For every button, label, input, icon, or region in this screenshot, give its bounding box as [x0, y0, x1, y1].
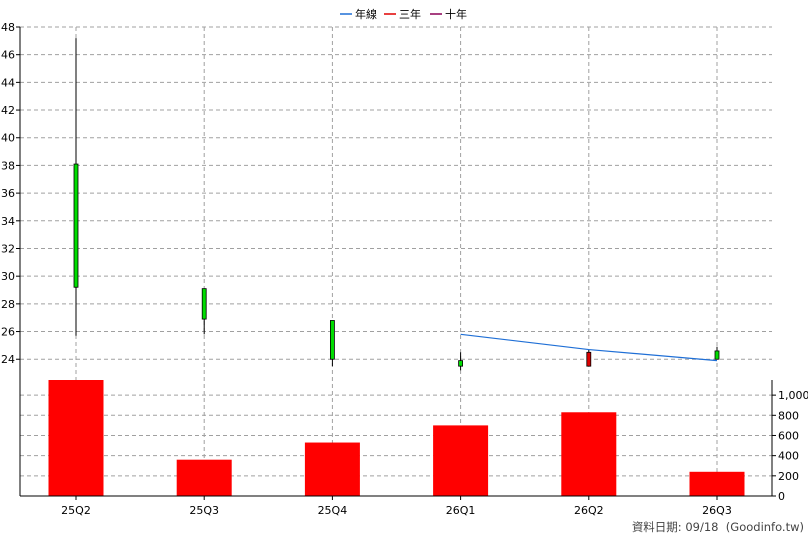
legend-label-annual: 年線 — [355, 7, 377, 21]
volume-gridlines — [20, 394, 772, 477]
price-tick-label: 40 — [1, 132, 15, 145]
price-tick-label: 26 — [1, 326, 15, 339]
price-tick-label: 24 — [1, 353, 15, 366]
price-tick-label: 28 — [1, 298, 15, 311]
price-tick-label: 32 — [1, 242, 15, 255]
plot-frame — [19, 27, 773, 497]
volume-bar — [304, 442, 360, 496]
legend-label-three-year: 三年 — [399, 7, 421, 21]
legend-item-three-year: 三年 — [384, 7, 421, 21]
price-tick-label: 36 — [1, 187, 15, 200]
volume-bars — [48, 380, 745, 496]
price-tick-label: 44 — [1, 76, 15, 89]
legend: 年線 三年 十年 — [340, 7, 467, 21]
price-candles — [73, 38, 720, 371]
price-tick-label: 42 — [1, 104, 15, 117]
price-axis: 24 26 28 30 32 34 36 38 40 42 44 46 48 — [1, 21, 20, 366]
volume-tick-label: 200 — [778, 470, 799, 483]
x-tick-label: 25Q4 — [318, 504, 348, 517]
volume-tick-label: 600 — [778, 429, 799, 442]
candle-body — [714, 350, 720, 360]
x-tick-label: 25Q2 — [61, 504, 91, 517]
volume-bar — [561, 412, 617, 496]
volume-tick-label: 0 — [778, 490, 785, 503]
volume-bar — [689, 471, 745, 496]
price-tick-label: 34 — [1, 215, 15, 228]
legend-label-ten-year: 十年 — [445, 7, 467, 21]
price-tick-label: 48 — [1, 21, 15, 34]
x-axis: 25Q2 25Q3 25Q4 26Q1 26Q2 26Q3 — [61, 496, 732, 517]
volume-tick-label: 400 — [778, 450, 799, 463]
volume-bar — [433, 425, 489, 496]
annual-line-series — [460, 333, 718, 362]
volume-axis: 0 200 400 600 800 1,000 — [772, 389, 808, 503]
legend-item-ten-year: 十年 — [430, 7, 467, 21]
legend-item-annual-line: 年線 — [340, 7, 377, 21]
price-tick-label: 30 — [1, 270, 15, 283]
x-tick-label: 25Q3 — [189, 504, 219, 517]
volume-bar — [176, 459, 232, 496]
volume-tick-label: 1,000 — [778, 389, 808, 402]
candle-body — [458, 360, 464, 367]
annual-line — [460, 333, 718, 362]
candle-body — [586, 351, 592, 367]
price-tick-label: 38 — [1, 159, 15, 172]
price-gridlines — [20, 26, 772, 360]
x-tick-label: 26Q3 — [702, 504, 732, 517]
volume-tick-label: 800 — [778, 409, 799, 422]
candle-body — [329, 320, 335, 360]
candle-body — [201, 288, 207, 320]
price-tick-label: 46 — [1, 49, 15, 62]
candle-body — [73, 163, 79, 288]
x-tick-label: 26Q2 — [574, 504, 604, 517]
footer-source: 資料日期: 09/18 (Goodinfo.tw) — [632, 520, 804, 534]
x-tick-label: 26Q1 — [446, 504, 476, 517]
volume-bar — [48, 380, 104, 496]
